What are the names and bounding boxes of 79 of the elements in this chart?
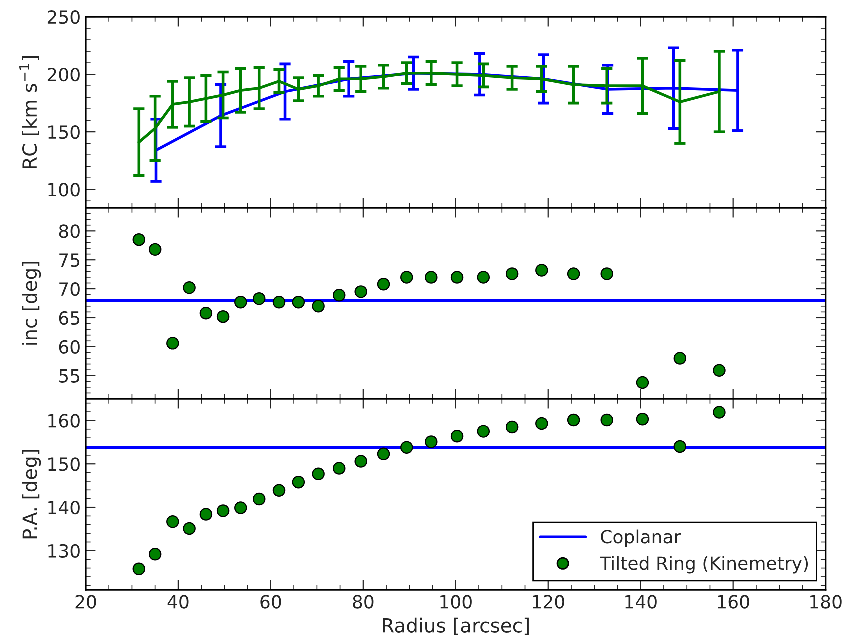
y-axis-title: inc [deg] — [22, 262, 42, 345]
y-tick-label: 150 — [48, 126, 80, 140]
point — [377, 448, 390, 460]
point — [132, 233, 146, 246]
point — [600, 414, 614, 427]
point — [253, 492, 266, 506]
point — [354, 286, 368, 298]
point — [506, 420, 519, 434]
point — [132, 562, 146, 576]
point — [333, 289, 346, 302]
point — [272, 484, 286, 497]
point — [312, 300, 325, 313]
y-tick-label: 75 — [60, 254, 80, 268]
y-tick-label: 100 — [48, 183, 80, 197]
y-axis-title: RC [km s$^{−1}$] — [20, 56, 40, 169]
point — [674, 440, 687, 454]
y-tick-label: 65 — [59, 311, 80, 326]
point — [183, 522, 196, 536]
point — [253, 292, 266, 306]
y-tick-label: 130 — [48, 544, 80, 558]
point — [425, 271, 438, 284]
point — [166, 337, 180, 350]
y-tick-label: 55 — [60, 370, 80, 383]
x-tick-label: 60 — [260, 595, 282, 609]
point — [292, 476, 306, 489]
point — [183, 282, 196, 294]
x-tick-label: 180 — [810, 595, 842, 609]
point — [477, 425, 490, 438]
x-tick-label: 140 — [626, 595, 657, 609]
x-tick-label: 40 — [168, 595, 189, 609]
point — [506, 268, 519, 280]
point — [636, 413, 650, 426]
point — [713, 364, 726, 378]
point — [477, 271, 490, 284]
point — [272, 296, 286, 309]
point — [536, 264, 548, 277]
y-tick-label: 60 — [59, 340, 80, 354]
point — [450, 430, 464, 443]
point — [400, 441, 414, 454]
legend-label: Coplanar — [601, 530, 682, 548]
point — [333, 462, 346, 475]
point — [216, 310, 230, 324]
point — [234, 296, 248, 309]
y-tick-label: 140 — [48, 500, 80, 515]
point — [148, 243, 162, 256]
point — [536, 417, 548, 430]
point — [450, 271, 464, 284]
y-tick-label: 80 — [59, 224, 80, 238]
point — [216, 504, 230, 518]
x-axis-title: Radius [arcsec] — [383, 618, 529, 636]
point — [200, 508, 213, 521]
point — [377, 278, 390, 291]
point — [425, 436, 438, 448]
point — [234, 502, 248, 514]
point — [567, 414, 580, 427]
point — [292, 296, 306, 309]
legend-label: Tilted Ring (Kinemetry) — [600, 556, 808, 574]
x-tick-label: 100 — [440, 595, 472, 609]
point — [636, 376, 650, 390]
point — [354, 455, 368, 468]
y-tick-label: 250 — [48, 10, 80, 24]
x-tick-label: 80 — [353, 595, 374, 609]
y-axis-title: P.A. [deg] — [22, 450, 42, 539]
x-tick-label: 120 — [533, 595, 564, 609]
point — [713, 406, 726, 419]
point — [600, 268, 614, 280]
y-tick-label: 70 — [60, 282, 80, 296]
point — [200, 306, 213, 320]
x-tick-label: 20 — [76, 595, 96, 609]
point — [567, 268, 580, 280]
point — [400, 271, 414, 284]
y-tick-label: 150 — [48, 458, 80, 472]
point — [312, 468, 325, 480]
point — [148, 548, 162, 561]
y-tick-label: 160 — [48, 414, 80, 428]
x-tick-label: 160 — [718, 595, 750, 609]
y-tick-label: 200 — [48, 68, 80, 82]
point — [674, 352, 687, 365]
point — [166, 515, 180, 528]
